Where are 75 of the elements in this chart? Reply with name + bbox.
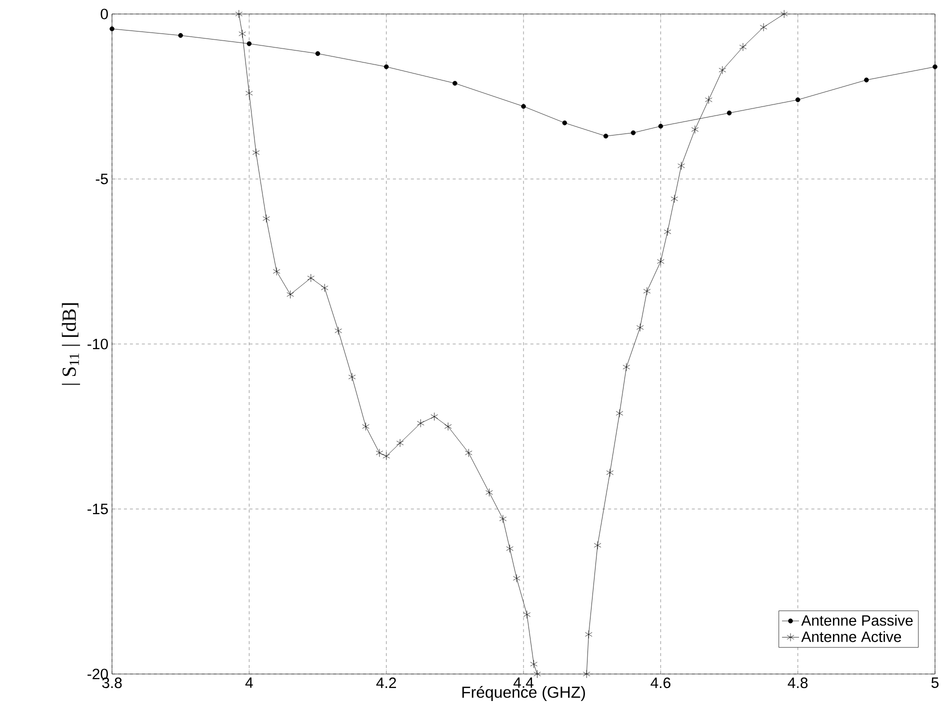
point xyxy=(664,228,672,236)
point xyxy=(464,448,472,458)
x-tick-label: 3.8 xyxy=(102,678,122,688)
point xyxy=(444,422,452,431)
point xyxy=(320,284,328,292)
point xyxy=(246,41,252,46)
legend-label: Antenne Passive xyxy=(801,614,913,626)
point xyxy=(582,670,590,678)
x-tick-label: 5 xyxy=(931,678,939,688)
point xyxy=(562,120,568,126)
y-tick-label: -5 xyxy=(96,174,108,184)
point xyxy=(643,287,651,296)
point xyxy=(512,574,520,582)
x-tick-label: 4.4 xyxy=(513,678,534,688)
x-tick-label: 4.6 xyxy=(650,678,670,688)
point xyxy=(499,514,507,524)
point xyxy=(739,42,747,52)
point xyxy=(235,10,243,18)
point xyxy=(334,326,342,335)
point xyxy=(760,23,768,32)
point xyxy=(396,438,404,448)
y-tick-label: -15 xyxy=(88,504,108,514)
point xyxy=(678,162,685,170)
point xyxy=(307,274,315,282)
x-tick-label: 4.2 xyxy=(376,678,396,688)
point xyxy=(530,660,538,668)
point xyxy=(384,64,389,70)
point xyxy=(272,267,280,276)
point xyxy=(452,80,458,86)
y-tick-label: 0 xyxy=(100,8,108,20)
point xyxy=(238,30,246,38)
point xyxy=(286,290,294,299)
point xyxy=(636,323,644,332)
point xyxy=(795,97,800,102)
point xyxy=(932,64,938,70)
point xyxy=(252,148,260,157)
point xyxy=(705,96,712,104)
point xyxy=(246,89,253,98)
point xyxy=(670,194,678,203)
point xyxy=(362,422,370,431)
x-tick-label: 4 xyxy=(245,678,253,688)
point xyxy=(594,541,602,550)
point xyxy=(616,409,624,418)
point xyxy=(534,670,541,678)
y-tick-label: -10 xyxy=(88,338,108,350)
point xyxy=(622,362,630,372)
point xyxy=(630,130,636,136)
point xyxy=(506,544,514,553)
point xyxy=(523,610,531,619)
point xyxy=(416,419,424,428)
point xyxy=(486,488,493,497)
point xyxy=(430,412,438,421)
x-axis-title: Fréquence (GHZ) xyxy=(462,686,585,702)
point xyxy=(585,630,592,639)
point xyxy=(657,257,664,266)
point xyxy=(348,372,356,382)
point xyxy=(262,214,270,223)
point xyxy=(726,110,732,116)
point xyxy=(521,104,526,109)
x-tick-label: 4.8 xyxy=(788,678,808,688)
point xyxy=(603,134,608,138)
point xyxy=(780,10,788,18)
point xyxy=(658,124,664,129)
point xyxy=(376,448,384,458)
point xyxy=(691,125,699,134)
point xyxy=(864,78,869,82)
point xyxy=(382,452,390,460)
y-tick-label: -20 xyxy=(88,668,108,680)
point xyxy=(315,51,320,56)
point xyxy=(110,26,114,32)
legend-label: Antenne Active xyxy=(801,631,902,642)
point xyxy=(718,66,726,74)
point xyxy=(606,468,614,477)
y-axis-title: | S$_{11}$ | [dB] xyxy=(62,303,80,385)
point xyxy=(178,33,183,38)
